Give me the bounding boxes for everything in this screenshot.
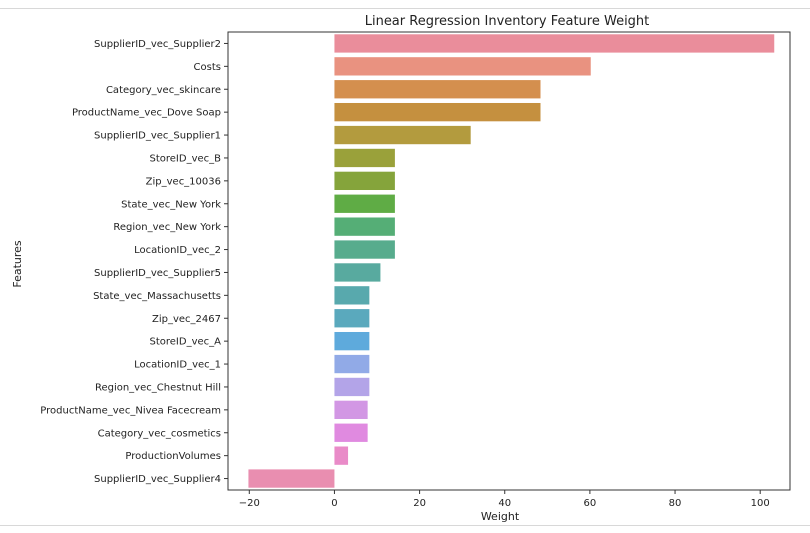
- bar-region-vec-chestnut-hill: [334, 377, 370, 397]
- x-tick-label: 80: [669, 498, 682, 509]
- y-tick-label: State_vec_New York: [121, 199, 221, 210]
- x-tick-label: −20: [239, 498, 260, 509]
- bar-productname-vec-dove-soap: [334, 102, 541, 122]
- y-axis-label: Features: [11, 240, 24, 288]
- y-tick-label: ProductName_vec_Nivea Facecream: [40, 405, 221, 416]
- bar-region-vec-new-york: [334, 217, 395, 236]
- bar-supplierid-vec-supplier2: [334, 34, 775, 53]
- y-tick-label: Region_vec_New York: [113, 222, 221, 233]
- x-tick-labels: −20 0 20 40 60 80 100: [239, 490, 770, 509]
- bar-storeid-vec-b: [334, 148, 395, 168]
- bar-supplierid-vec-supplier4: [248, 469, 335, 488]
- x-tick-label: 0: [331, 498, 337, 509]
- y-tick-label: LocationID_vec_2: [134, 245, 221, 256]
- bar-productname-vec-nivea-facecream: [334, 400, 368, 420]
- bars-group: [248, 34, 775, 488]
- x-tick-label: 100: [751, 498, 770, 509]
- y-tick-label: Category_vec_cosmetics: [98, 428, 221, 439]
- bar-storeid-vec-a: [334, 331, 370, 351]
- bar-supplierid-vec-supplier1: [334, 125, 471, 145]
- chart-title: Linear Regression Inventory Feature Weig…: [365, 14, 650, 29]
- bar-locationid-vec-1: [334, 354, 370, 374]
- y-tick-label: StoreID_vec_A: [150, 337, 222, 348]
- y-tick-labels: SupplierID_vec_Supplier2 Costs Category_ve…: [40, 39, 228, 485]
- y-tick-label: Category_vec_skincare: [106, 85, 221, 96]
- y-tick-label: Zip_vec_2467: [152, 314, 221, 325]
- x-tick-label: 20: [413, 498, 426, 509]
- bar-locationid-vec-2: [334, 240, 395, 259]
- bar-productionvolumes: [334, 446, 349, 465]
- x-tick-label: 40: [498, 498, 511, 509]
- y-tick-label: SupplierID_vec_Supplier2: [94, 39, 221, 50]
- y-tick-label: SupplierID_vec_Supplier1: [94, 131, 221, 142]
- bar-state-vec-massachusetts: [334, 286, 370, 305]
- top-divider: [0, 8, 810, 9]
- y-tick-label: Region_vec_Chestnut Hill: [95, 382, 221, 393]
- y-tick-label: ProductionVolumes: [125, 451, 221, 462]
- y-tick-label: ProductName_vec_Dove Soap: [72, 108, 221, 119]
- bar-supplierid-vec-supplier5: [334, 263, 381, 282]
- y-tick-label: StoreID_vec_B: [149, 153, 221, 164]
- bar-category-vec-cosmetics: [334, 423, 368, 442]
- y-tick-label: State_vec_Massachusetts: [93, 291, 221, 302]
- x-axis-label: Weight: [481, 510, 520, 523]
- bar-category-vec-skincare: [334, 80, 541, 99]
- bottom-divider: [0, 525, 810, 526]
- bar-costs: [334, 57, 591, 76]
- x-tick-label: 60: [584, 498, 597, 509]
- y-tick-label: SupplierID_vec_Supplier5: [94, 268, 221, 279]
- y-tick-label: LocationID_vec_1: [134, 360, 221, 371]
- y-tick-label: Costs: [194, 62, 221, 73]
- plot-frame: [227, 31, 791, 491]
- y-tick-label: Zip_vec_10036: [146, 176, 221, 187]
- bar-zip-vec-10036: [334, 171, 395, 191]
- bar-state-vec-new-york: [334, 194, 395, 213]
- bar-zip-vec-2467: [334, 309, 370, 328]
- y-tick-label: SupplierID_vec_Supplier4: [94, 474, 221, 485]
